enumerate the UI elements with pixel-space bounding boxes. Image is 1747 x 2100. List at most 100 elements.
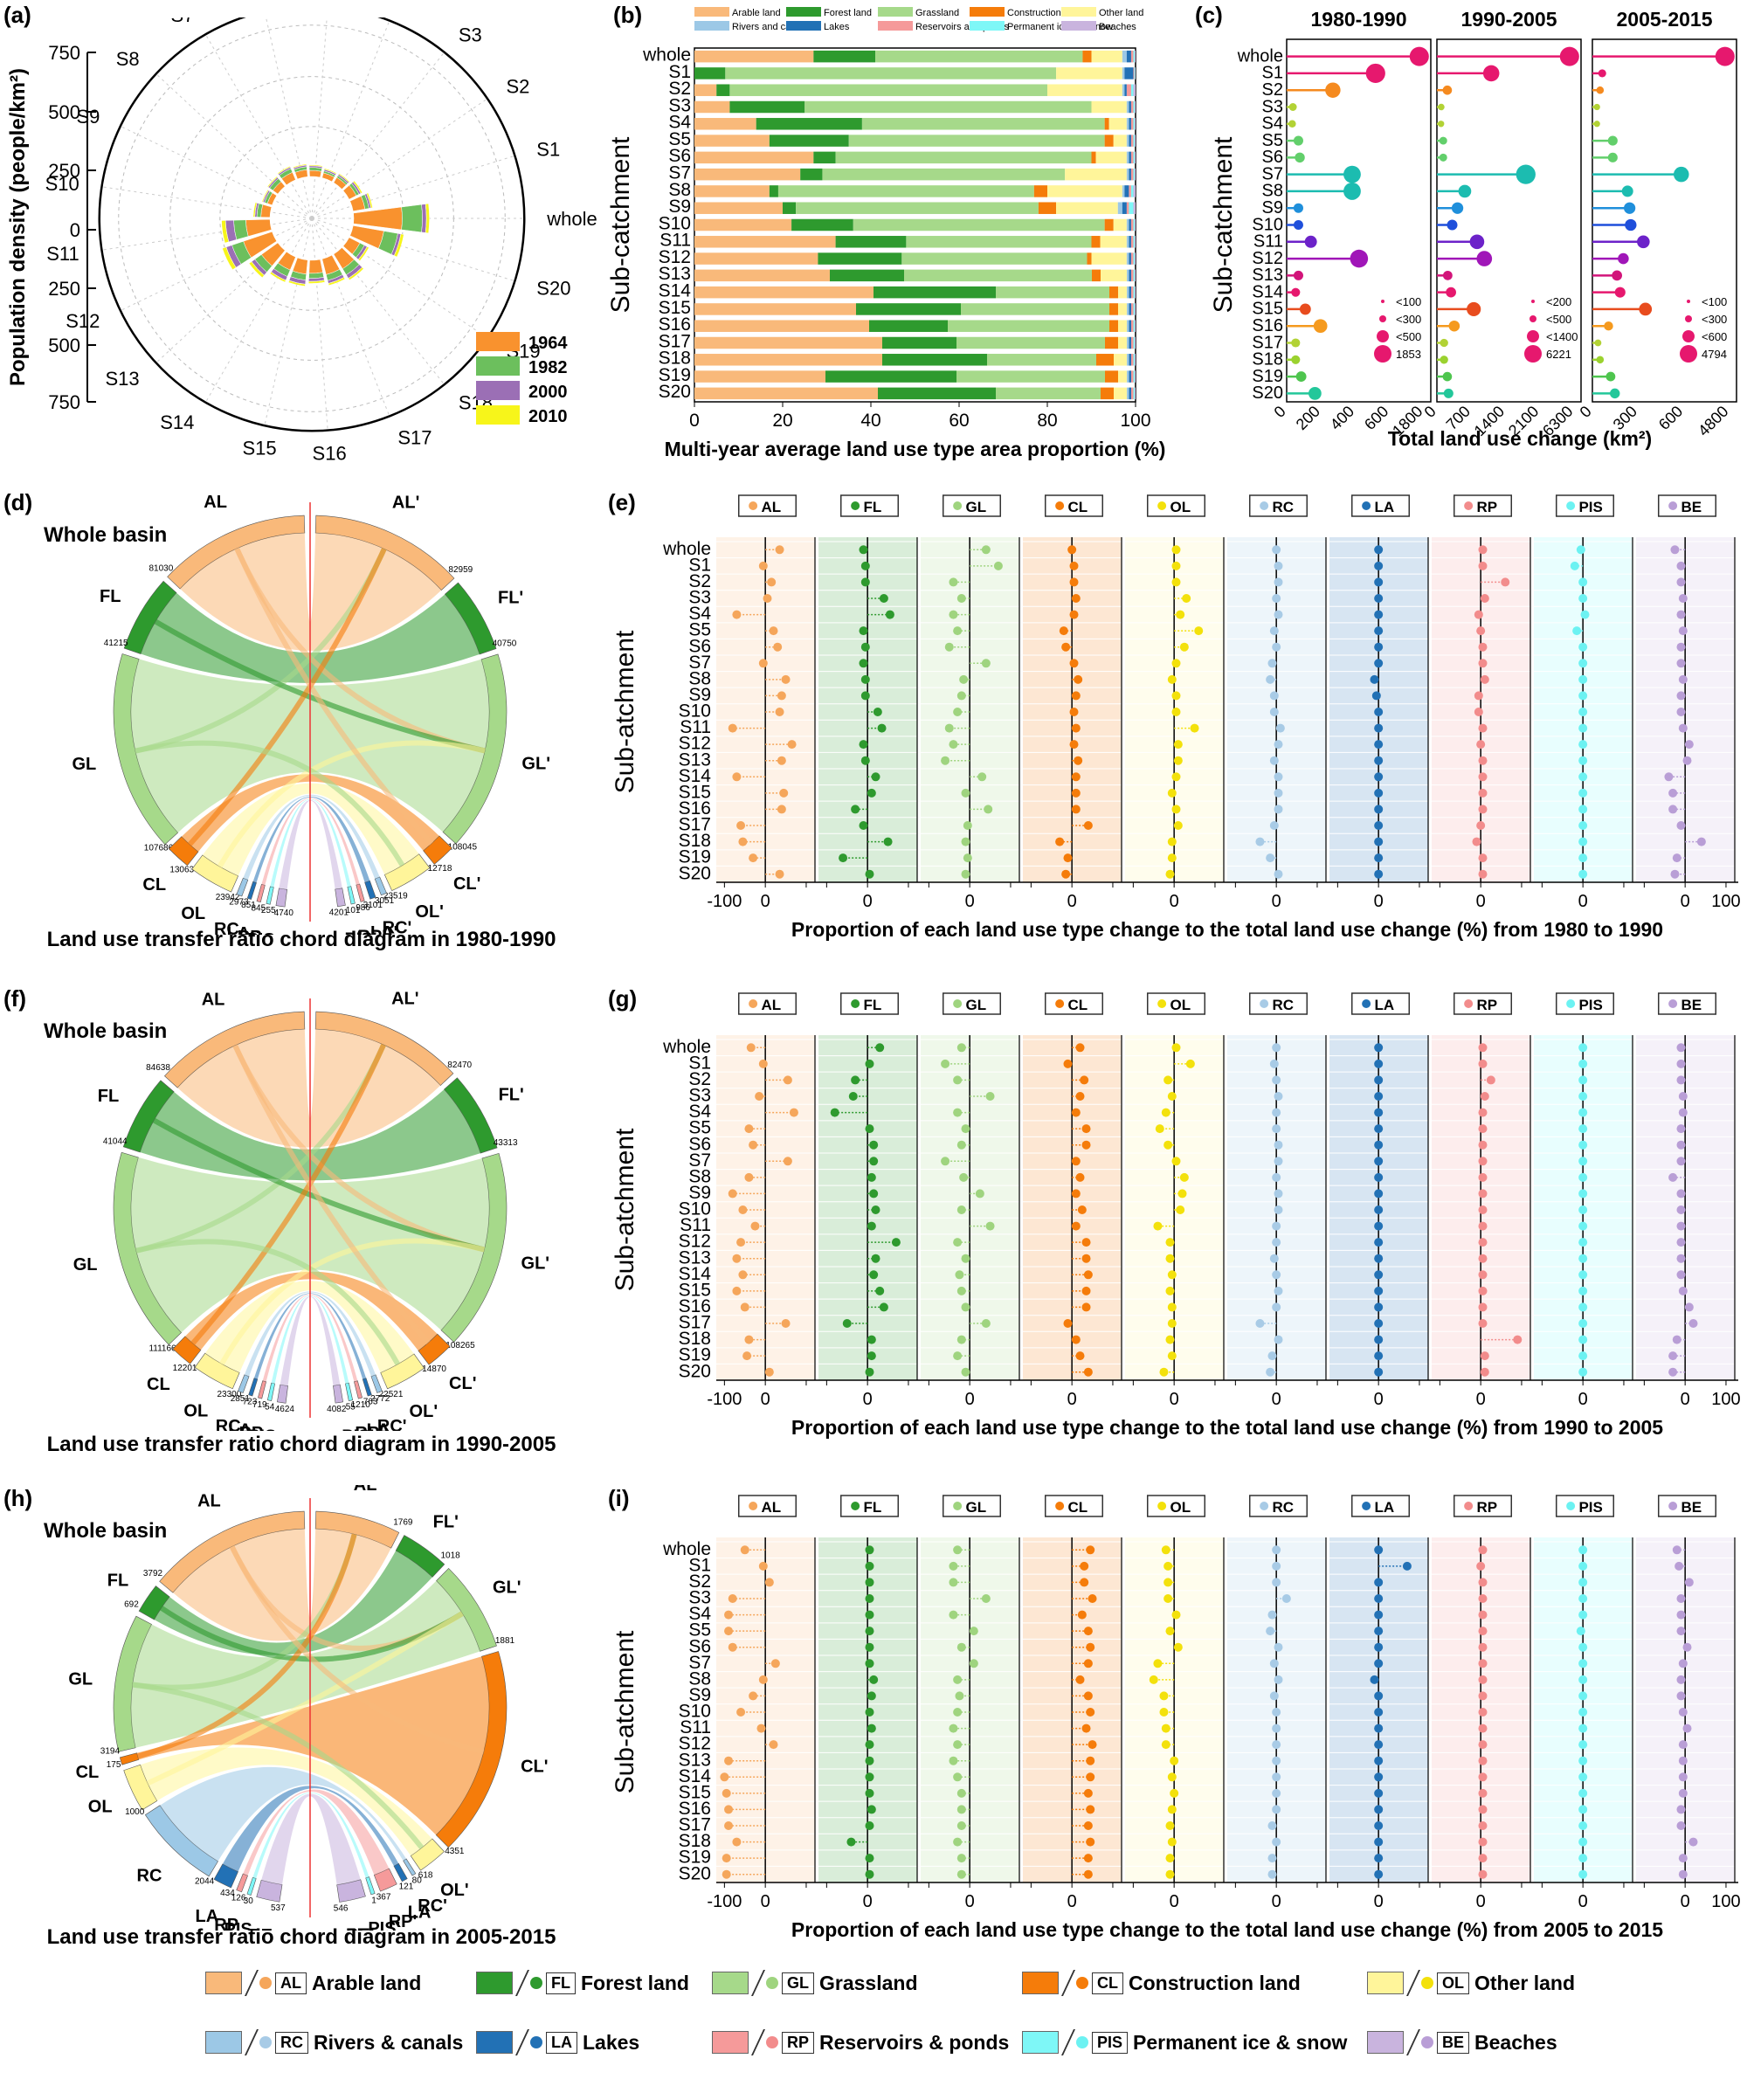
multi-dot	[789, 1108, 798, 1117]
chord-right-label: BE'	[330, 1429, 359, 1431]
lollipop-dot	[1458, 184, 1472, 198]
multi-dot	[1165, 1238, 1175, 1247]
stack-category-label: S20	[659, 382, 691, 402]
chord-right-value: 1881	[495, 1636, 515, 1646]
stack-category-label: whole	[642, 45, 691, 65]
stack-bar-segment	[783, 202, 797, 214]
multi-dot	[956, 1642, 966, 1652]
multi-dot	[1149, 1675, 1158, 1684]
stack-bar-segment	[1130, 100, 1134, 114]
stack-category-label: S7	[668, 162, 691, 183]
multi-category-label: S3	[688, 1086, 711, 1106]
stack-bar-segment	[1130, 50, 1134, 63]
chord-cross-ribbon	[132, 1682, 425, 1850]
multi-dot	[1272, 1772, 1281, 1782]
multi-dot	[1578, 1221, 1588, 1231]
polar-spoke	[311, 218, 390, 417]
chord-left-value: 12201	[173, 1364, 197, 1373]
multi-dot	[1480, 594, 1489, 603]
chord-right-value: 23519	[383, 892, 408, 901]
multi-dot	[1478, 853, 1488, 863]
chord-ribbon	[172, 1529, 391, 1641]
stack-bar-segment	[1129, 370, 1131, 383]
multi-header-box	[1453, 494, 1513, 517]
multi-dot	[871, 1254, 880, 1263]
multi-dot	[1402, 1561, 1412, 1571]
multi-dot	[956, 691, 966, 701]
multi-dot	[1164, 1578, 1173, 1587]
stack-bar-segment	[1131, 387, 1134, 400]
multi-dot	[1578, 1092, 1588, 1101]
multi-dot	[1676, 1594, 1686, 1603]
stack-bar-segment	[1133, 252, 1135, 265]
chord-right-label: OL'	[415, 902, 444, 922]
multi-dot	[1478, 1659, 1488, 1668]
multi-dot	[1578, 805, 1588, 814]
multi-dot	[959, 1172, 969, 1182]
legend-item-pis: PIS Permanent ice & snow	[1022, 2029, 1347, 2055]
multi-dot	[1272, 1043, 1281, 1053]
multi-dot	[1272, 1837, 1281, 1847]
multi-dot	[1578, 1108, 1588, 1117]
multi-category-label: S1	[688, 555, 711, 575]
multi-dot	[1167, 853, 1177, 863]
multi-dot	[1478, 1157, 1488, 1166]
multi-dot	[1578, 1561, 1588, 1571]
stack-bar-segment	[1133, 269, 1135, 282]
multi-dot	[1678, 1756, 1688, 1765]
multi-dot	[1274, 610, 1283, 619]
multi-dot	[1274, 805, 1283, 814]
multi-dot	[1374, 1837, 1384, 1847]
chord-right-label: LA'	[367, 1421, 394, 1431]
stack-bar-segment	[1133, 202, 1136, 214]
multi-dot	[1678, 1772, 1688, 1782]
multi-dot	[1165, 1821, 1175, 1830]
lollipop-dot	[1293, 270, 1303, 280]
multi-dot	[869, 1675, 879, 1684]
multi-category-label: S4	[688, 1102, 711, 1122]
stack-bar-segment	[1135, 303, 1136, 315]
stack-bar-segment	[1122, 202, 1127, 214]
multi-category-label: S6	[688, 636, 711, 656]
stack-bar-segment	[1127, 269, 1129, 282]
multi-dot	[1179, 642, 1189, 652]
chord-ribbon	[184, 1271, 438, 1351]
legend-name: Construction land	[1129, 1971, 1301, 1994]
chord-left-value: 723	[243, 1398, 258, 1407]
chord-cross-ribbon	[232, 1044, 431, 1345]
lollipop-legend-label: <300	[1396, 313, 1421, 326]
chord-ribbon	[243, 794, 380, 881]
multi-dot	[1081, 1302, 1091, 1312]
multi-dot	[1081, 1724, 1091, 1733]
panel-label-b: (b)	[613, 2, 643, 28]
multi-dot	[1071, 772, 1081, 782]
multi-dot	[1476, 740, 1486, 750]
stack-category-label: S3	[668, 95, 691, 115]
multi-dot	[1668, 1351, 1678, 1361]
multi-dot	[1578, 853, 1588, 863]
stack-bar-segment	[694, 387, 878, 400]
chord-right-arc	[374, 876, 387, 896]
multi-dot	[1171, 691, 1181, 701]
multi-dot	[1578, 1157, 1588, 1166]
multi-dot	[1578, 1740, 1588, 1750]
multi-dot	[732, 1286, 742, 1295]
chord-left-label: LA	[228, 1421, 252, 1431]
multi-dot	[1478, 1627, 1488, 1636]
multi-header-label: RP	[1476, 997, 1497, 1013]
multi-dot	[1374, 1157, 1384, 1166]
multi-dot	[1374, 1319, 1384, 1328]
multi-dot	[746, 1043, 756, 1053]
multi-dot	[1272, 1561, 1281, 1571]
chord-left-label: LA	[227, 924, 251, 935]
multi-dot	[865, 1610, 874, 1620]
multi-dot	[1274, 1189, 1283, 1199]
multi-category-label: S16	[679, 1799, 711, 1819]
multi-dot	[981, 659, 991, 668]
multi-dot	[1578, 1075, 1588, 1085]
stack-bar-segment	[1124, 185, 1129, 197]
stack-category-label: S18	[659, 349, 691, 369]
multi-dot	[1067, 545, 1077, 555]
lollipop-dot	[1482, 65, 1500, 82]
multi-dot	[949, 577, 958, 587]
